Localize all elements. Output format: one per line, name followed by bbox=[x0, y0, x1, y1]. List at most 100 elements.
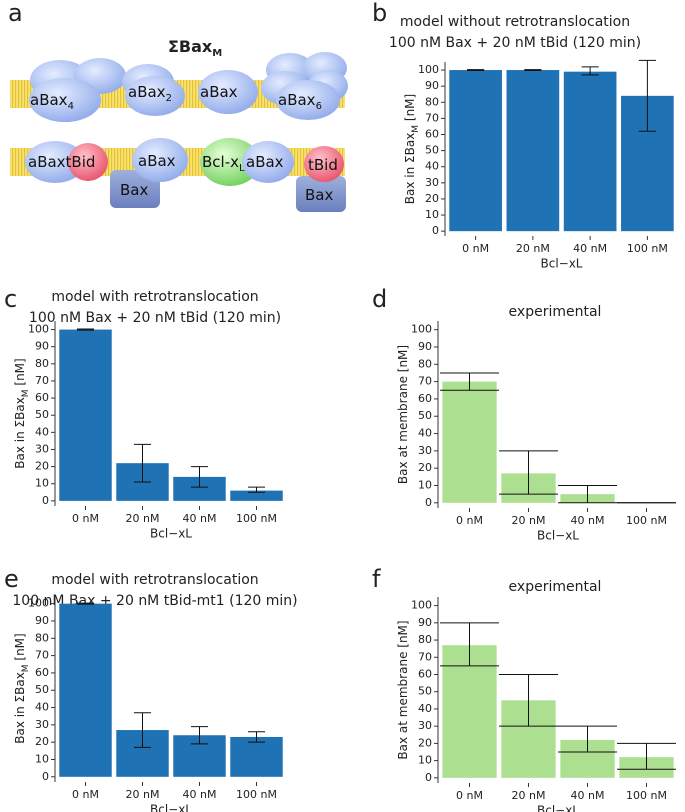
x-axis-label: Bcl−xL bbox=[540, 257, 582, 271]
chart-title: 100 nM Bax + 20 nM tBid (120 min) bbox=[389, 35, 641, 51]
panel-label: e bbox=[4, 565, 19, 593]
y-tick-label: 20 bbox=[418, 736, 432, 749]
y-tick-label: 10 bbox=[418, 478, 432, 491]
y-tick-label: 20 bbox=[35, 735, 49, 748]
y-axis-label-sub: M bbox=[21, 389, 31, 397]
x-axis-label: Bcl−xL bbox=[150, 527, 192, 541]
y-axis-label-suffix: [nM] bbox=[13, 633, 27, 664]
y-tick-label: 100 bbox=[418, 63, 439, 76]
y-tick-label: 90 bbox=[35, 340, 49, 353]
bar bbox=[230, 490, 283, 501]
y-axis-label: Bax at membrane [nM] bbox=[396, 345, 410, 484]
y-tick-label: 30 bbox=[35, 442, 49, 455]
x-tick-label: 20 nM bbox=[126, 512, 160, 525]
node-label-text: aBax bbox=[30, 91, 68, 109]
node-label-text: tBid bbox=[308, 156, 338, 174]
chart-title: 100 nM Bax + 20 nM tBid (120 min) bbox=[29, 310, 281, 326]
x-tick-label: 40 nM bbox=[571, 514, 605, 527]
y-tick-label: 0 bbox=[42, 494, 49, 507]
y-tick-label: 60 bbox=[418, 392, 432, 405]
x-tick-label: 0 nM bbox=[456, 514, 483, 527]
y-tick-label: 10 bbox=[418, 754, 432, 767]
y-tick-label: 100 bbox=[411, 323, 432, 336]
y-tick-label: 80 bbox=[425, 95, 439, 108]
y-axis-label: Bax at membrane [nM] bbox=[396, 620, 410, 759]
y-tick-label: 0 bbox=[42, 770, 49, 783]
y-tick-label: 30 bbox=[35, 718, 49, 731]
x-tick-label: 0 nM bbox=[72, 512, 99, 525]
y-tick-label: 10 bbox=[35, 477, 49, 490]
panel-label: a bbox=[8, 0, 23, 27]
x-axis-label: Bcl−xL bbox=[537, 804, 579, 812]
bar bbox=[442, 381, 497, 503]
y-tick-label: 80 bbox=[35, 357, 49, 370]
node-label-text: Bax bbox=[120, 181, 148, 199]
panel-label: f bbox=[372, 565, 381, 593]
node-label-sub: L bbox=[239, 163, 245, 174]
y-tick-label: 50 bbox=[425, 144, 439, 157]
node-label: Bcl-xL bbox=[202, 153, 245, 174]
x-tick-label: 100 nM bbox=[626, 514, 667, 527]
y-tick-label: 50 bbox=[35, 408, 49, 421]
chart-title: experimental bbox=[509, 579, 602, 595]
y-tick-label: 100 bbox=[411, 599, 432, 612]
y-axis-label: Bax in ΣBaxM [nM] bbox=[13, 358, 31, 468]
y-axis-label-sub: M bbox=[411, 125, 421, 133]
node-label: aBax bbox=[246, 153, 284, 171]
y-axis-label: Bax in ΣBaxM [nM] bbox=[13, 633, 31, 743]
bar bbox=[59, 603, 112, 777]
chart-title: model with retrotranslocation bbox=[51, 572, 258, 588]
x-tick-label: 20 nM bbox=[516, 242, 550, 255]
node-label-text: aBaxtBid bbox=[28, 153, 95, 171]
y-tick-label: 40 bbox=[35, 425, 49, 438]
y-tick-label: 70 bbox=[35, 649, 49, 662]
diagram bbox=[10, 52, 348, 212]
y-tick-label: 80 bbox=[35, 631, 49, 644]
y-tick-label: 70 bbox=[425, 111, 439, 124]
x-tick-label: 0 nM bbox=[72, 788, 99, 801]
y-axis-label-text: Bax in ΣBax bbox=[403, 133, 417, 205]
y-axis-label-text: Bax in ΣBax bbox=[13, 397, 27, 469]
y-tick-label: 90 bbox=[35, 614, 49, 627]
node-label: Bax bbox=[305, 186, 333, 204]
y-tick-label: 60 bbox=[35, 666, 49, 679]
bar bbox=[173, 476, 226, 501]
y-axis-label-suffix: [nM] bbox=[403, 94, 417, 125]
x-tick-label: 20 nM bbox=[512, 514, 546, 527]
bar bbox=[442, 645, 497, 778]
panel-label: d bbox=[372, 285, 387, 313]
y-tick-label: 50 bbox=[418, 685, 432, 698]
node-label: aBax6 bbox=[278, 91, 322, 112]
y-tick-label: 40 bbox=[35, 701, 49, 714]
y-tick-label: 20 bbox=[35, 460, 49, 473]
panel-label: c bbox=[4, 285, 17, 313]
diagram-title-sub: M bbox=[212, 48, 222, 59]
y-tick-label: 70 bbox=[418, 650, 432, 663]
y-tick-label: 80 bbox=[418, 633, 432, 646]
y-tick-label: 70 bbox=[418, 375, 432, 388]
chart-title: model with retrotranslocation bbox=[51, 289, 258, 305]
y-tick-label: 30 bbox=[418, 719, 432, 732]
diagram-title: ΣBaxM bbox=[168, 37, 222, 59]
x-tick-label: 100 nM bbox=[627, 242, 668, 255]
node-label-text: Bax bbox=[305, 186, 333, 204]
y-axis-label-text: Bax at membrane [nM] bbox=[396, 620, 410, 759]
y-tick-label: 80 bbox=[418, 357, 432, 370]
bar bbox=[563, 71, 617, 232]
panel-label: b bbox=[372, 0, 387, 27]
node-label: aBax4 bbox=[30, 91, 74, 112]
proteins bbox=[25, 52, 348, 212]
y-axis-label-text: Bax at membrane [nM] bbox=[396, 345, 410, 484]
node-label-text: aBax bbox=[200, 83, 238, 101]
y-axis-label-sub: M bbox=[21, 664, 31, 672]
node-label: aBax bbox=[138, 152, 176, 170]
node-label-sub: 6 bbox=[316, 101, 322, 112]
y-tick-label: 0 bbox=[432, 224, 439, 237]
x-axis-label: Bcl−xL bbox=[150, 803, 192, 812]
x-tick-label: 100 nM bbox=[236, 512, 277, 525]
y-tick-label: 40 bbox=[418, 427, 432, 440]
x-axis-label: Bcl−xL bbox=[537, 529, 579, 543]
y-tick-label: 0 bbox=[425, 496, 432, 509]
node-label-text: aBax bbox=[246, 153, 284, 171]
